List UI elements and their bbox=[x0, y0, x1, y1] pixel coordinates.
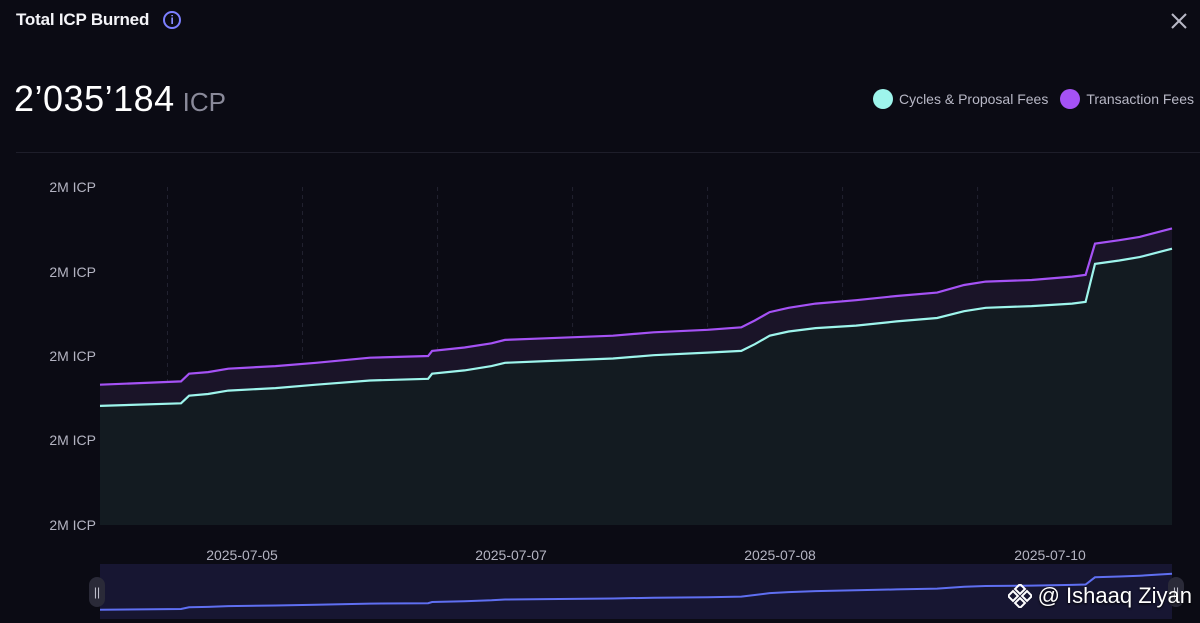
y-tick-label: 2M ICP bbox=[49, 264, 96, 280]
total-burned-value: 2’035’184 bbox=[14, 78, 175, 119]
x-tick-label: 2025-07-08 bbox=[744, 547, 816, 563]
y-tick-label: 2M ICP bbox=[49, 432, 96, 448]
navigator-left-handle[interactable]: || bbox=[89, 577, 105, 607]
watermark: @ Ishaaq Ziyan bbox=[1007, 583, 1192, 609]
chart-legend: Cycles & Proposal Fees Transaction Fees bbox=[872, 89, 1194, 109]
legend-dot-transaction bbox=[1060, 89, 1081, 109]
header-divider bbox=[16, 152, 1200, 153]
close-icon[interactable] bbox=[1166, 8, 1192, 34]
page-title: Total ICP Burned bbox=[16, 10, 150, 29]
legend-label-cycles: Cycles & Proposal Fees bbox=[898, 91, 1049, 107]
x-tick-label: 2025-07-05 bbox=[206, 547, 278, 563]
y-tick-label: 2M ICP bbox=[49, 179, 96, 195]
binance-logo-icon bbox=[1007, 584, 1032, 608]
cycles-fees-line bbox=[99, 247, 1173, 407]
total-burned-unit: ICP bbox=[182, 87, 226, 117]
watermark-text: @ Ishaaq Ziyan bbox=[1037, 583, 1192, 608]
header: Total ICP Burned i bbox=[16, 10, 182, 30]
legend-item-cycles[interactable]: Cycles & Proposal Fees bbox=[872, 89, 1049, 109]
x-tick-label: 2025-07-10 bbox=[1014, 547, 1086, 563]
transaction-fees-line bbox=[99, 227, 1173, 386]
cycles-fees-area bbox=[100, 248, 1172, 525]
legend-item-transaction[interactable]: Transaction Fees bbox=[1060, 89, 1194, 109]
legend-label-transaction: Transaction Fees bbox=[1086, 91, 1194, 107]
legend-dot-cycles bbox=[872, 89, 893, 109]
navigator-right-handle[interactable]: || bbox=[1168, 577, 1184, 607]
x-tick-label: 2025-07-07 bbox=[475, 547, 547, 563]
info-icon[interactable]: i bbox=[163, 11, 182, 29]
total-value: 2’035’184 ICP bbox=[14, 78, 226, 120]
transaction-fees-area bbox=[100, 228, 1172, 406]
y-tick-label: 2M ICP bbox=[49, 348, 96, 364]
y-tick-label: 2M ICP bbox=[49, 517, 96, 533]
